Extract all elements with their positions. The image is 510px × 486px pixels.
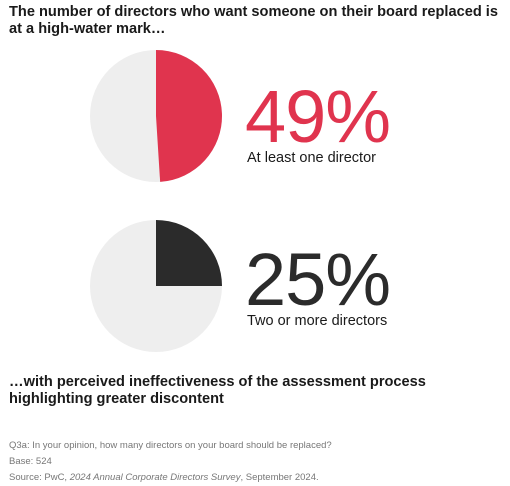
footnote-question: Q3a: In your opinion, how many directors… (9, 440, 332, 451)
source-prefix: Source: PwC, (9, 472, 70, 483)
source-title: 2024 Annual Corporate Directors Survey (69, 472, 241, 483)
pie-value-slice (156, 50, 222, 182)
footnote-base: Base: 524 (9, 456, 52, 467)
chart-headline: The number of directors who want someone… (9, 4, 498, 37)
label-at-least-one: At least one director (247, 150, 376, 166)
source-suffix: , September 2024. (240, 472, 319, 483)
pie-chart-at-least-one (90, 50, 222, 182)
pie-value-slice (156, 220, 222, 286)
label-two-or-more: Two or more directors (247, 313, 388, 329)
chart-subheadline: …with perceived ineffectiveness of the a… (9, 374, 426, 407)
big-percentage-at-least-one: 49% (245, 75, 391, 158)
footnote-source: Source: PwC, 2024 Annual Corporate Direc… (9, 472, 319, 484)
pie-chart-two-or-more (90, 220, 222, 352)
big-percentage-two-or-more: 25% (245, 238, 391, 321)
